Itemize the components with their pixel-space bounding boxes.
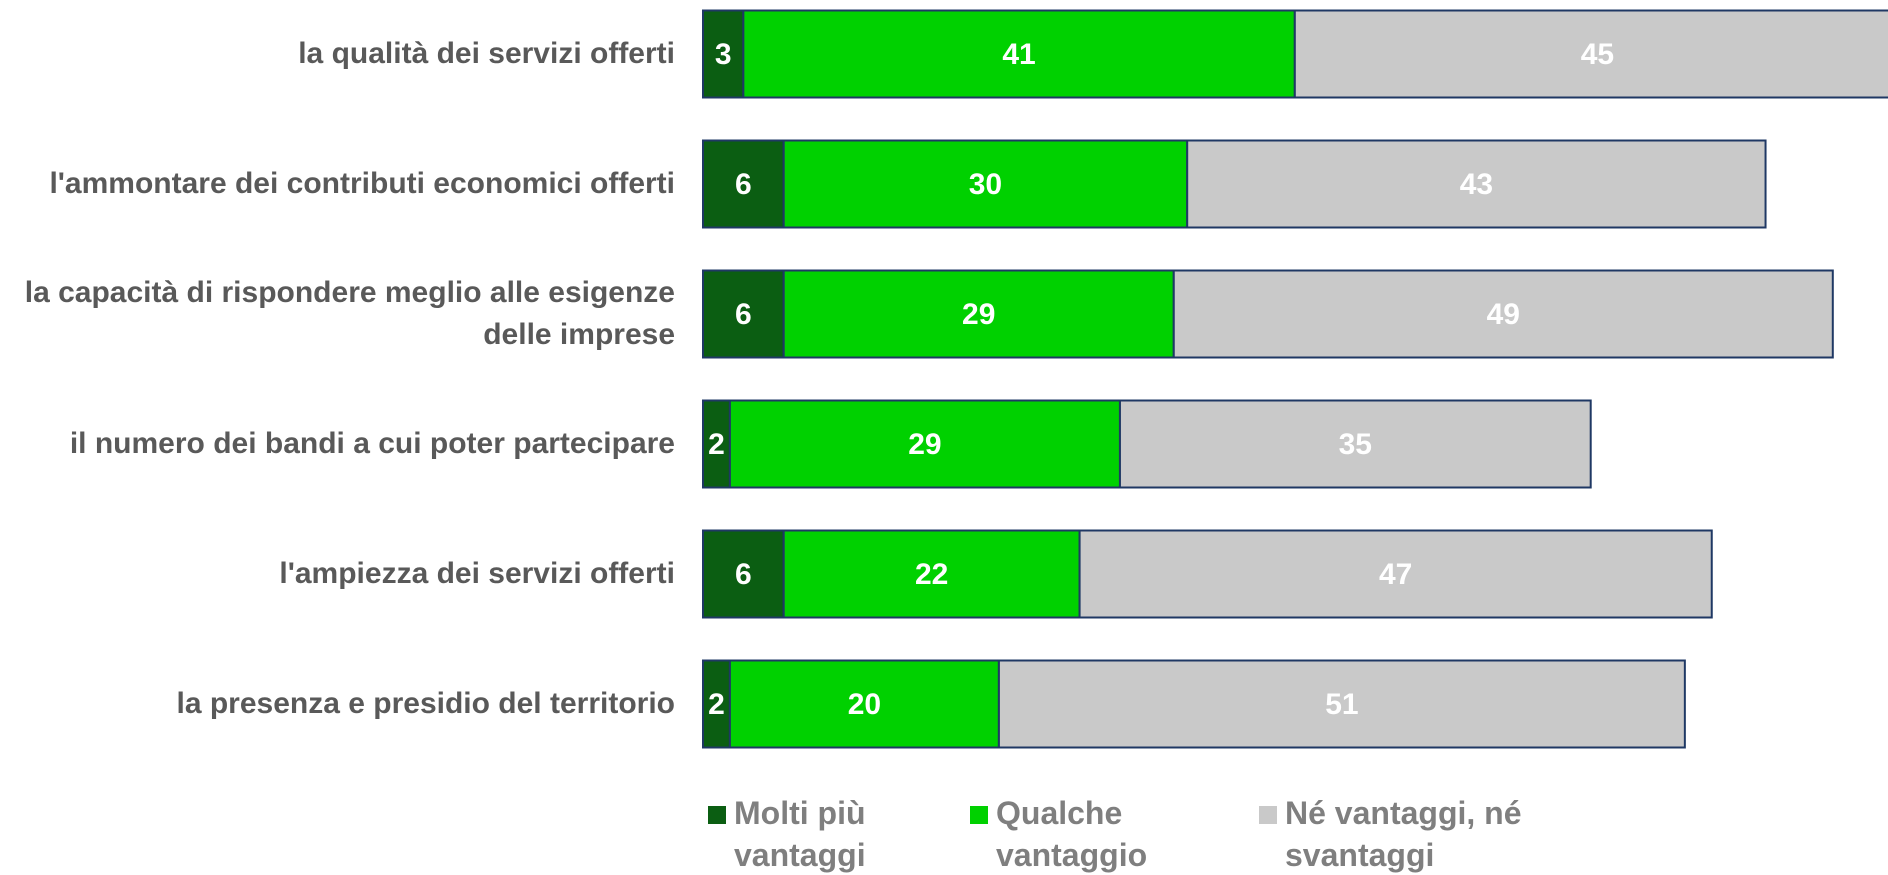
category-label: la presenza e presidio del territorio: [176, 687, 676, 720]
value-label: 29: [962, 298, 995, 331]
bar-segment: [742, 9, 1296, 99]
value-label: 6: [735, 168, 752, 201]
category-label: la qualità dei servizi offerti: [298, 37, 675, 70]
value-label: 47: [1379, 558, 1412, 591]
value-label: 45: [1581, 38, 1614, 71]
value-label: 29: [908, 428, 941, 461]
category-label: l'ammontare dei contributi economici off…: [49, 167, 675, 200]
legend-item: Molti più vantaggi: [708, 792, 904, 875]
category-label: l'ampiezza dei servizi offerti: [279, 557, 675, 590]
bar-segment: [782, 139, 1189, 229]
bar-segment: [702, 399, 731, 489]
value-label: 49: [1487, 298, 1520, 331]
value-label: 2: [708, 428, 725, 461]
value-label: 22: [915, 558, 948, 591]
value-label: 3: [715, 38, 732, 71]
bar-segment: [1078, 529, 1713, 619]
bar-segment: [702, 529, 785, 619]
bar-segment: [702, 9, 745, 99]
value-label: 30: [969, 168, 1002, 201]
category-label: il numero dei bandi a cui poter partecip…: [69, 427, 675, 460]
legend-label: Né vantaggi, né svantaggi: [1285, 795, 1522, 873]
value-label: 2: [708, 688, 725, 721]
value-label: 6: [735, 298, 752, 331]
legend-swatch: [1259, 806, 1277, 824]
bar-segment: [1293, 9, 1888, 99]
bar-segment: [997, 659, 1686, 749]
value-label: 51: [1325, 688, 1358, 721]
category-label: la capacità di rispondere meglio alle es…: [24, 276, 675, 351]
bar-segment: [1118, 399, 1592, 489]
value-label: 41: [1002, 38, 1035, 71]
value-label: 6: [735, 558, 752, 591]
value-label: 43: [1460, 168, 1493, 201]
bar-segment: [728, 399, 1121, 489]
value-label: 35: [1339, 428, 1372, 461]
bar-segment: [1186, 139, 1767, 229]
bar-segment: [702, 269, 785, 359]
bar-segment: [1172, 269, 1834, 359]
legend-item: Qualche vantaggio: [970, 792, 1166, 875]
legend-label: Qualche vantaggio: [996, 795, 1148, 873]
legend-swatch: [708, 806, 726, 824]
legend-swatch: [970, 806, 988, 824]
legend-label: Molti più vantaggi: [734, 795, 866, 873]
bar-segment: [702, 139, 785, 229]
value-label: 20: [848, 688, 881, 721]
bar-segment: [728, 659, 1000, 749]
legend-item: Né vantaggi, né svantaggi: [1259, 792, 1525, 875]
